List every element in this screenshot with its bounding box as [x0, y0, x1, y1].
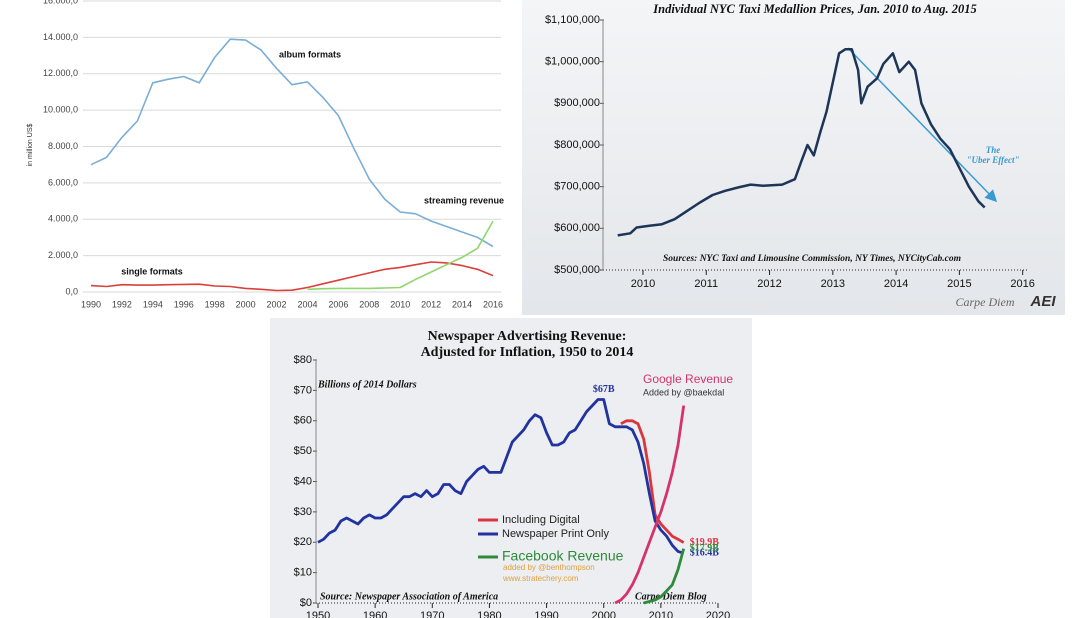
x-tick-label: 2012: [421, 299, 441, 309]
annotation: Carpe Diem: [956, 295, 1015, 309]
x-tick-label: 1950: [306, 610, 330, 618]
y-tick-label: $600,000: [554, 222, 600, 234]
series-label: album formats: [279, 49, 341, 59]
series-label: streaming revenue: [424, 195, 504, 205]
annotation: The: [986, 145, 1001, 155]
annotation: Billions of 2014 Dollars: [317, 379, 417, 390]
chart-title: Individual NYC Taxi Medallion Prices, Ja…: [652, 2, 976, 16]
x-tick-label: 2011: [694, 278, 718, 290]
chart-title: Adjusted for Inflation, 1950 to 2014: [421, 345, 634, 360]
y-tick-label: $20: [294, 536, 312, 548]
value-label: $67B: [593, 384, 615, 395]
legend-label: Google Revenue: [643, 372, 733, 386]
x-tick-label: 2015: [947, 278, 971, 290]
chart-title: Newspaper Advertising Revenue:: [428, 329, 627, 344]
x-tick-label: 1992: [112, 299, 132, 309]
x-tick-label: 2020: [706, 610, 730, 618]
x-tick-label: 1998: [205, 299, 225, 309]
y-tick-label: 12.000,0: [43, 68, 78, 78]
x-tick-label: 2006: [328, 299, 348, 309]
annotation: www.stratechery.com: [502, 574, 579, 583]
y-tick-label: $1,000,000: [545, 56, 600, 68]
y-tick-label: 4.000,0: [48, 214, 78, 224]
y-tick-label: $0: [300, 597, 312, 609]
x-tick-label: 2012: [757, 278, 781, 290]
value-label: $19.9B: [690, 537, 720, 548]
y-tick-label: $70: [294, 384, 312, 396]
x-tick-label: 2016: [1010, 278, 1034, 290]
data-line: [90, 261, 494, 292]
series-label: single formats: [121, 266, 183, 276]
value-label: $16.4B: [690, 547, 720, 558]
y-tick-label: 16.000,0: [43, 0, 78, 5]
annotation: Carpe Diem Blog: [635, 591, 707, 602]
x-tick-label: 2000: [591, 610, 615, 618]
data-line: [617, 47, 986, 237]
y-axis-label: in million US$: [27, 123, 34, 166]
y-tick-label: $500,000: [554, 264, 600, 276]
x-tick-label: 1970: [420, 610, 444, 618]
y-tick-label: $80: [294, 354, 312, 366]
x-tick-label: 1994: [143, 299, 163, 309]
data-line: [614, 405, 686, 605]
x-tick-label: 2002: [267, 299, 287, 309]
annotation: Sources: NYC Taxi and Limousine Commissi…: [663, 254, 961, 264]
data-line: [90, 38, 494, 248]
y-tick-label: $900,000: [554, 97, 600, 109]
y-tick-label: $30: [294, 506, 312, 518]
x-tick-label: 2010: [631, 278, 655, 290]
x-tick-label: 2000: [236, 299, 256, 309]
panel-2: [522, 0, 1065, 315]
x-tick-label: 2016: [483, 299, 503, 309]
x-tick-label: 2010: [390, 299, 410, 309]
legend-label: Facebook Revenue: [502, 548, 624, 564]
y-tick-label: 10.000,0: [43, 105, 78, 115]
y-tick-label: 14.000,0: [43, 32, 78, 42]
panel-3: [270, 318, 752, 618]
legend-label: Newspaper Print Only: [502, 528, 609, 540]
annotation: Added by @baekdal: [643, 387, 724, 397]
annotation: added by @benthompson: [503, 563, 595, 572]
y-tick-label: 8.000,0: [48, 141, 78, 151]
value-label: $17.9B: [690, 543, 720, 554]
y-tick-label: $800,000: [554, 139, 600, 151]
x-tick-label: 1960: [363, 610, 387, 618]
data-line: [643, 548, 686, 605]
x-tick-label: 1990: [81, 299, 101, 309]
data-line: [620, 419, 685, 544]
x-tick-label: 1996: [174, 299, 194, 309]
x-tick-label: 2004: [297, 299, 317, 309]
y-tick-label: $700,000: [554, 181, 600, 193]
x-tick-label: 2008: [359, 299, 379, 309]
data-line: [317, 398, 685, 555]
x-tick-label: 2014: [452, 299, 472, 309]
y-tick-label: $10: [294, 567, 312, 579]
annotation: "Uber Effect": [966, 155, 1019, 165]
y-tick-label: 6.000,0: [48, 177, 78, 187]
y-tick-label: $50: [294, 445, 312, 457]
y-tick-label: $1,100,000: [545, 14, 600, 26]
annotation: AEI: [1029, 293, 1056, 310]
x-tick-label: 1990: [534, 610, 558, 618]
data-line: [307, 220, 494, 291]
x-tick-label: 2014: [884, 278, 908, 290]
legend-label: Including Digital: [502, 514, 580, 526]
annotation: Source: Newspaper Association of America: [320, 591, 498, 602]
x-tick-label: 2010: [649, 610, 673, 618]
y-tick-label: 0,0: [65, 286, 78, 296]
y-tick-label: 2.000,0: [48, 250, 78, 260]
x-tick-label: 2013: [821, 278, 845, 290]
x-tick-label: 1980: [477, 610, 501, 618]
y-tick-label: $40: [294, 475, 312, 487]
trend-arrow: [847, 47, 998, 203]
y-tick-label: $60: [294, 415, 312, 427]
